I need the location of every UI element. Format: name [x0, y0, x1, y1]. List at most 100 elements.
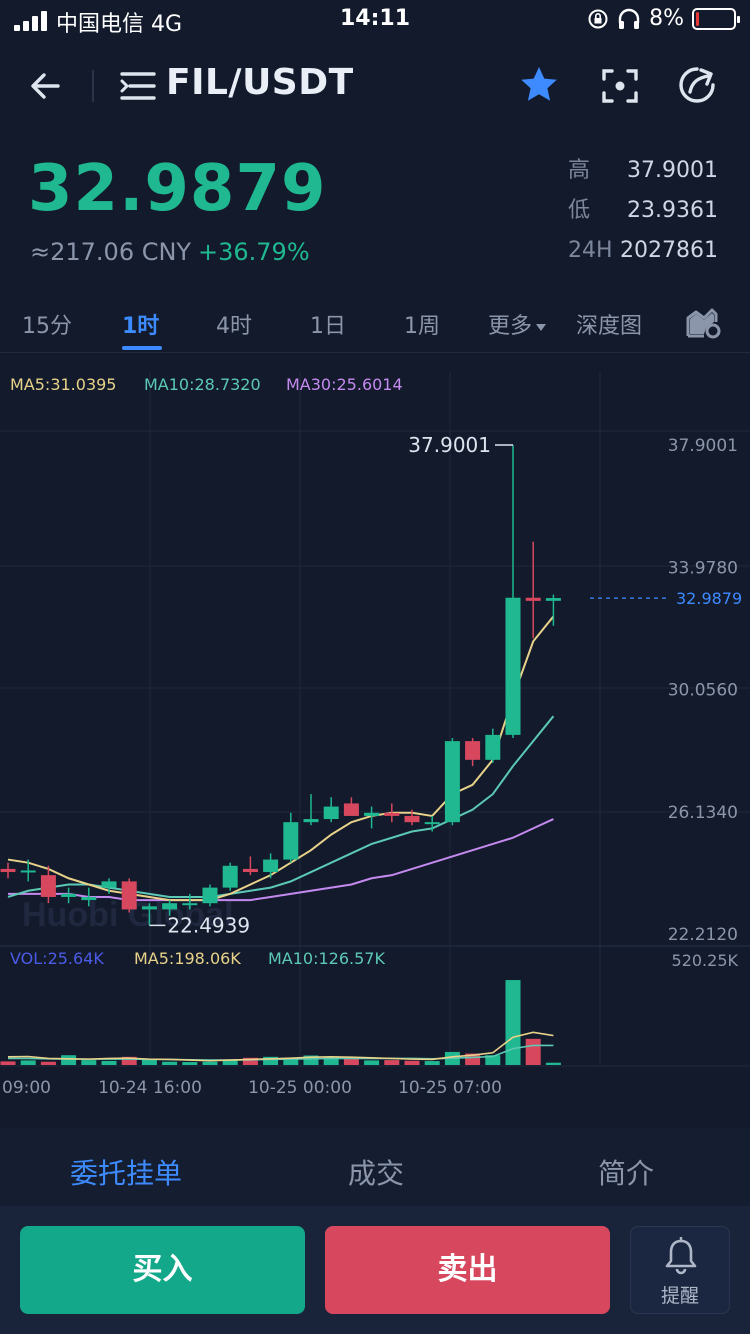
- time-label: 10-24 16:00: [98, 1078, 202, 1098]
- back-arrow-icon[interactable]: [26, 66, 66, 106]
- info-tabs: 委托挂单 成交 简介: [0, 1128, 750, 1206]
- tab-1w[interactable]: 1周: [404, 314, 440, 339]
- candle: [303, 794, 319, 826]
- screenshot-icon[interactable]: [600, 66, 640, 106]
- candle: [61, 887, 77, 904]
- volume-bar: [263, 1056, 279, 1065]
- volume-bar: [384, 1060, 400, 1065]
- volume-bar: [364, 1060, 380, 1065]
- price-axis: 37.9001 33.9780 30.0560 26.1340 22.2120: [668, 436, 738, 945]
- tab-1h[interactable]: 1时: [122, 314, 160, 339]
- volume-bar: [81, 1060, 97, 1065]
- stat-label: 高: [568, 158, 591, 183]
- candle: [263, 853, 279, 879]
- stat-value: 37.9001: [627, 158, 718, 183]
- ma5-legend: MA5:31.0395: [10, 375, 116, 394]
- volume-bar: [0, 1061, 16, 1065]
- battery-icon: [692, 7, 740, 30]
- candle-body: [545, 598, 561, 601]
- stat-24h-volume: 24H 2027861: [568, 234, 718, 274]
- price-change-percent: +36.79%: [198, 238, 310, 266]
- volume-bar: [141, 1058, 157, 1065]
- candle: [121, 878, 137, 913]
- trading-pair-title[interactable]: FIL/USDT: [166, 62, 354, 103]
- candle: [162, 900, 178, 916]
- tab-15m[interactable]: 15分: [22, 314, 72, 339]
- candle-body: [505, 597, 521, 735]
- share-icon[interactable]: [676, 64, 718, 106]
- candle-body: [101, 881, 117, 888]
- candle-body: [182, 903, 198, 906]
- volume-ma5-line: [7, 1031, 554, 1062]
- buy-button[interactable]: 买入: [20, 1226, 305, 1314]
- volume-bar: [323, 1056, 339, 1065]
- favorite-star-icon[interactable]: [518, 64, 560, 106]
- volume-bar: [162, 1061, 178, 1065]
- volume-bar: [20, 1060, 36, 1065]
- volume-bar: [485, 1055, 501, 1065]
- candle-body: [0, 868, 16, 873]
- vol-axis-max: 520.25K: [672, 951, 739, 970]
- candle: [242, 856, 258, 876]
- candle: [202, 884, 218, 907]
- market-list-icon[interactable]: [120, 70, 156, 102]
- price-tick-label: 22.2120: [668, 925, 738, 945]
- candle-body: [202, 887, 218, 904]
- tab-trades[interactable]: 成交: [348, 1157, 405, 1190]
- volume-bar: [343, 1058, 359, 1065]
- last-price: 32.9879: [28, 152, 327, 226]
- candle-body: [20, 870, 36, 873]
- candle-body: [242, 868, 258, 873]
- candle: [141, 903, 157, 926]
- active-tab-underline: [122, 346, 162, 350]
- high-marker-label: 37.9001: [408, 433, 491, 457]
- candle: [0, 862, 16, 879]
- candle: [505, 445, 521, 739]
- vol-legend: VOL:25.64K: [10, 949, 104, 968]
- candle: [404, 809, 420, 826]
- candle-body: [444, 741, 460, 823]
- volume-bar: [40, 1061, 56, 1065]
- candle: [545, 594, 561, 626]
- candle-body: [384, 812, 400, 816]
- candle: [101, 878, 117, 894]
- candle-body: [61, 893, 77, 897]
- candle-body: [485, 734, 501, 760]
- tab-more[interactable]: 更多: [488, 308, 547, 340]
- signal-icon: [14, 11, 48, 31]
- sell-button[interactable]: 卖出: [325, 1226, 610, 1314]
- price-alert-button[interactable]: 提醒: [630, 1226, 730, 1314]
- tab-4h[interactable]: 4时: [216, 314, 252, 339]
- bell-icon: [665, 1237, 697, 1275]
- ma10-legend: MA10:28.7320: [144, 375, 261, 394]
- chart-settings-icon[interactable]: [686, 306, 722, 340]
- stat-label: 低: [568, 198, 591, 223]
- volume-bar: [465, 1053, 481, 1065]
- kline-chart[interactable]: Huobi Global MA5:31.0395 MA10:28.7320 MA…: [0, 356, 750, 1106]
- price-alert-label: 提醒: [660, 1285, 699, 1307]
- tab-open-orders[interactable]: 委托挂单: [70, 1157, 183, 1190]
- stat-value: 23.9361: [627, 198, 718, 223]
- volume-bar: [505, 980, 521, 1065]
- candle: [40, 865, 56, 904]
- price-tick-label: 26.1340: [668, 803, 738, 823]
- candle-body: [40, 875, 56, 897]
- tab-depth[interactable]: 深度图: [576, 314, 643, 339]
- caret-down-icon: [536, 323, 547, 331]
- ma30-legend: MA30:25.6014: [286, 375, 403, 394]
- candle-body: [121, 881, 137, 910]
- candle-body: [343, 803, 359, 816]
- volume-bar: [61, 1055, 77, 1065]
- tab-intro[interactable]: 简介: [598, 1157, 655, 1190]
- candle-body: [364, 812, 380, 816]
- nav-divider: [92, 70, 94, 102]
- candle: [384, 803, 400, 823]
- time-axis-band: [0, 1067, 750, 1106]
- volume-bar: [283, 1058, 299, 1065]
- candle-body: [303, 819, 319, 823]
- candle-body: [283, 822, 299, 860]
- candle: [283, 812, 299, 863]
- tab-1d[interactable]: 1日: [310, 314, 346, 339]
- price-tick-label: 33.9780: [668, 558, 738, 578]
- vol-ma5-legend: MA5:198.06K: [134, 949, 241, 968]
